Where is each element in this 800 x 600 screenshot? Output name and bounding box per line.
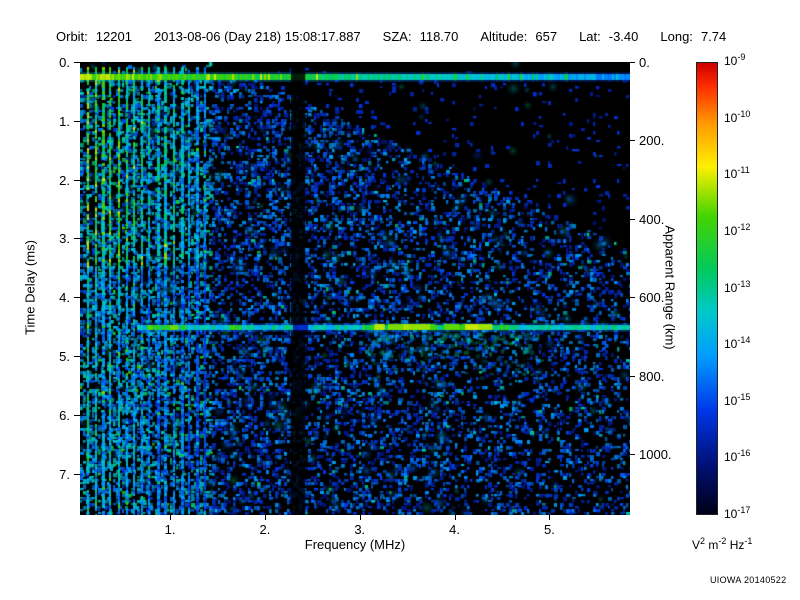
colorbar-tick-label: 10-17 [724,505,751,522]
x-axis-title: Frequency (MHz) [304,537,406,552]
colorbar-units-label: V2 m-2 Hz-1 [692,536,753,553]
colorbar-tick-label: 10-13 [724,278,751,295]
header-field: SZA: 118.70 [382,29,459,44]
time-delay-tick-label: 7. [59,466,70,482]
credit-watermark: UIOWA 20140522 [710,575,787,585]
x-tick-label: 3. [354,522,366,537]
colorbar-tick-label: 10-16 [724,448,751,465]
x-tick [170,515,172,520]
range-tick-label: 1000. [639,447,672,463]
range-tick-label: 600. [639,290,665,306]
range-tick [630,375,635,377]
time-delay-tick-label: 0. [59,55,70,70]
right-axis-title: Apparent Range (km) [662,225,678,350]
time-delay-tick-label: 6. [59,407,70,423]
range-tick-label: 400. [639,211,665,227]
colorbar-tick-label: 10-11 [724,165,750,182]
range-tick [630,140,635,142]
range-tick-label: 200. [639,133,665,149]
time-delay-tick-label: 3. [59,231,70,247]
x-tick [264,515,266,520]
time-delay-tick-label: 2. [59,172,70,188]
colorbar [696,62,718,515]
x-tick-label: 2. [259,522,271,537]
x-tick-label: 4. [449,522,460,537]
range-tick-label: 800. [639,368,665,384]
time-delay-tick-label: 5. [59,349,70,365]
range-tick-label: 0. [639,55,650,70]
colorbar-tick-label: 10-14 [724,335,751,352]
header-field: Lat: -3.40 [579,29,639,44]
colorbar-tick-label: 10-12 [724,221,751,238]
spectrogram-canvas [80,62,630,515]
header-field: Altitude: 657 [480,29,558,44]
range-tick [630,454,635,456]
time-delay-tick-label: 4. [59,290,70,306]
header-info: Orbit: 12201 2013-08-06 (Day 218) 15:08:17… [56,29,748,44]
x-tick-label: 1. [164,522,176,537]
header-field: 2013-08-06 (Day 218) 15:08:17.887 [153,29,361,44]
colorbar-tick-label: 10-9 [724,52,746,69]
x-tick-label: 5. [543,522,555,537]
colorbar-tick-label: 10-10 [724,108,751,125]
header-field: Orbit: 12201 [56,29,132,44]
range-tick [630,62,635,63]
x-tick [359,515,361,520]
range-tick [630,297,635,299]
left-axis-title: Time Delay (ms) [22,240,38,335]
header-field: Long: 7.74 [660,29,727,44]
time-delay-tick-label: 1. [59,113,70,129]
x-tick [549,515,551,520]
range-tick [630,218,635,220]
x-tick [454,515,456,520]
colorbar-tick-label: 10-15 [724,391,751,408]
